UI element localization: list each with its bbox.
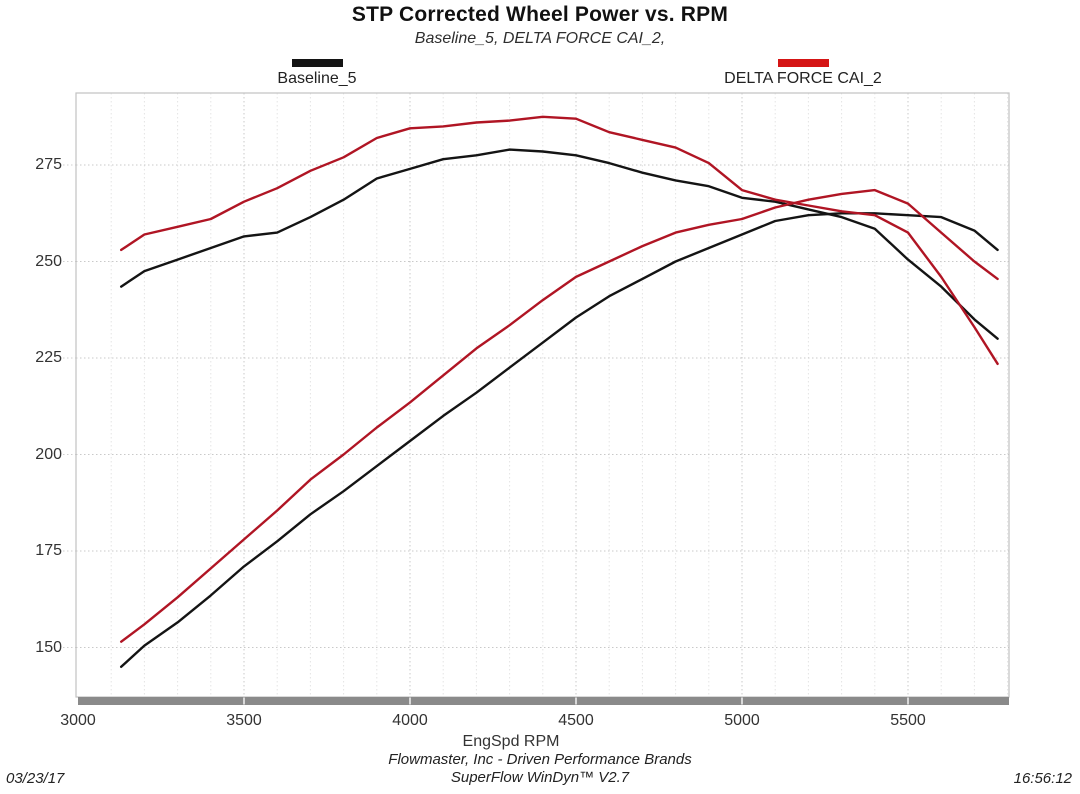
x-tick-label: 3500 xyxy=(226,712,262,729)
delta-force-color-swatch xyxy=(777,59,829,67)
footer-software-line: SuperFlow WinDyn™ V2.7 xyxy=(450,769,630,786)
series-line xyxy=(119,212,999,668)
y-tick-label: 275 xyxy=(35,156,62,173)
series-line xyxy=(119,188,999,643)
x-axis-label: EngSpd RPM xyxy=(462,733,560,750)
x-axis-bar-notch xyxy=(575,697,577,705)
series-line xyxy=(119,148,999,340)
x-axis-bar-notch xyxy=(409,697,411,705)
legend-item-delta-force: DELTA FORCE CAI_2 xyxy=(703,59,903,88)
report-date: 03/23/17 xyxy=(6,770,65,787)
x-axis-bar-notch xyxy=(243,697,245,705)
x-axis-bar xyxy=(78,697,1009,705)
x-tick-label: 5000 xyxy=(724,712,760,729)
legend-label-delta-force: DELTA FORCE CAI_2 xyxy=(724,70,882,87)
x-axis-bar-notch xyxy=(741,697,743,705)
footer-company-line: Flowmaster, Inc - Driven Performance Bra… xyxy=(388,751,692,768)
legend-item-baseline: Baseline_5 xyxy=(237,59,397,88)
page-subtitle: Baseline_5, DELTA FORCE CAI_2, xyxy=(414,30,666,47)
x-tick-label: 5500 xyxy=(890,712,926,729)
y-tick-label: 200 xyxy=(35,445,62,463)
x-tick-label: 4500 xyxy=(558,712,594,729)
x-tick-label: 4000 xyxy=(392,712,428,729)
x-tick-label: 3000 xyxy=(60,712,96,729)
y-tick-label: 175 xyxy=(35,542,62,559)
y-tick-label: 225 xyxy=(35,349,62,366)
report-time: 16:56:12 xyxy=(1013,770,1072,787)
page-title: STP Corrected Wheel Power vs. RPM xyxy=(351,3,729,26)
baseline-color-swatch xyxy=(291,59,343,67)
y-tick-label: 250 xyxy=(35,252,62,270)
series-line xyxy=(119,115,999,365)
x-axis-bar-notch xyxy=(907,697,909,705)
legend-label-baseline: Baseline_5 xyxy=(277,70,357,87)
y-tick-label: 150 xyxy=(35,638,62,656)
